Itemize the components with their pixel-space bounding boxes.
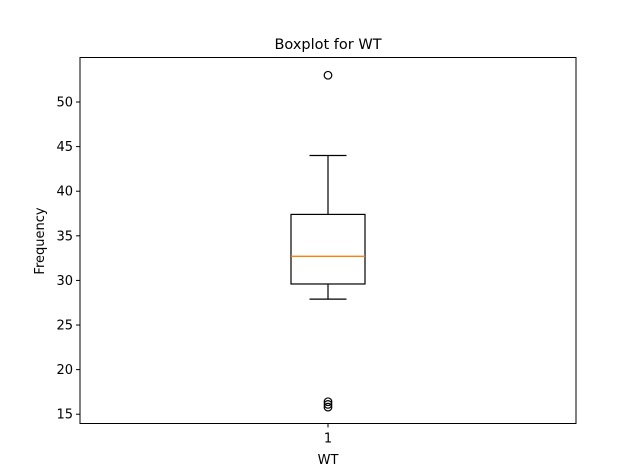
chart-title: Boxplot for WT <box>274 37 381 53</box>
y-tick-label: 45 <box>56 140 73 155</box>
x-axis-label: WT <box>318 453 339 468</box>
y-tick-label: 25 <box>56 319 73 334</box>
y-tick-label: 20 <box>56 363 73 378</box>
outlier-point <box>323 397 333 407</box>
y-tick-label: 35 <box>56 229 73 244</box>
outlier-point <box>323 400 333 409</box>
y-axis: 15 20 25 30 35 40 45 50 <box>56 96 80 423</box>
plot-area <box>290 70 366 412</box>
plot-frame <box>79 57 577 424</box>
outlier-point <box>323 70 333 80</box>
interquartile-box <box>290 213 366 285</box>
y-tick-label: 40 <box>56 185 73 200</box>
y-tick-label: 30 <box>56 274 73 289</box>
outlier-point <box>323 402 333 412</box>
y-tick-label: 50 <box>56 96 73 111</box>
y-axis-label: Frequency <box>33 207 48 274</box>
x-axis: 1 <box>324 423 332 447</box>
y-tick-label: 15 <box>56 408 73 423</box>
x-tick-label: 1 <box>324 432 332 447</box>
